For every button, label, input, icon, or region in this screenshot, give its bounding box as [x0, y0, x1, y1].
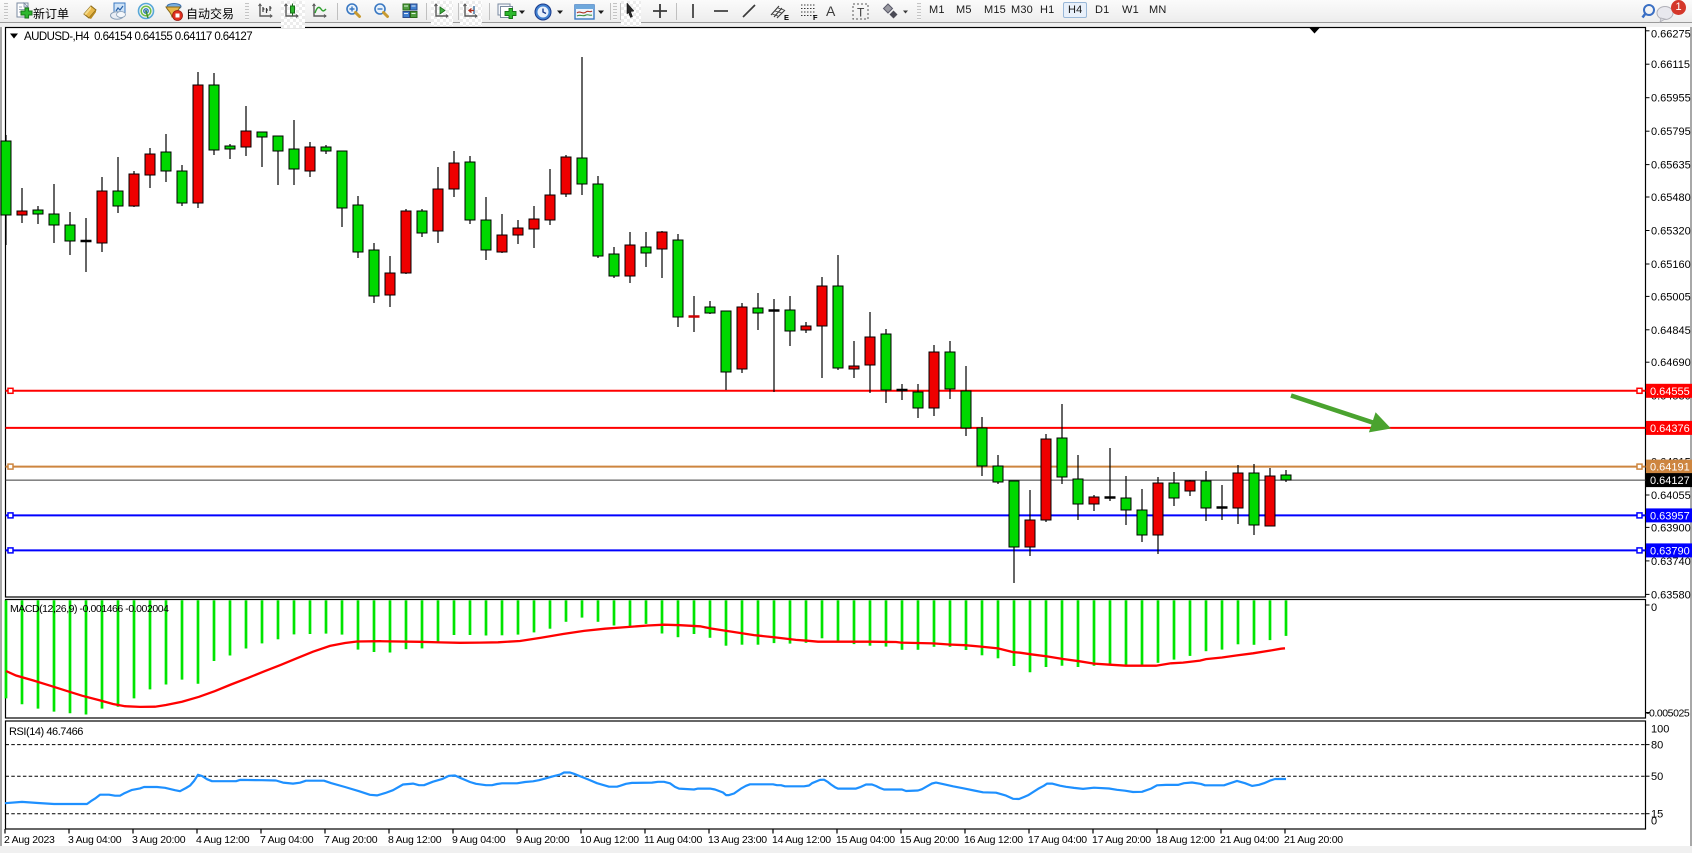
svg-text:0.64555: 0.64555 [1650, 386, 1690, 398]
svg-text:0.63740: 0.63740 [1651, 556, 1691, 568]
svg-text:0.65005: 0.65005 [1651, 291, 1691, 303]
svg-text:100: 100 [1651, 724, 1669, 736]
svg-text:E: E [784, 13, 789, 21]
svg-text:0.65955: 0.65955 [1651, 93, 1691, 105]
svg-text:21 Aug 20:00: 21 Aug 20:00 [1284, 834, 1343, 846]
svg-text:0.65635: 0.65635 [1651, 160, 1691, 172]
svg-text:13 Aug 23:00: 13 Aug 23:00 [708, 834, 767, 846]
svg-text:14 Aug 12:00: 14 Aug 12:00 [772, 834, 831, 846]
svg-text:MACD(12,26,9) -0.001466 -0.002: MACD(12,26,9) -0.001466 -0.002004 [10, 603, 169, 615]
svg-text:0.65480: 0.65480 [1651, 192, 1691, 204]
svg-text:0.65320: 0.65320 [1651, 226, 1691, 238]
svg-text:0: 0 [1651, 816, 1657, 828]
svg-text:15: 15 [1651, 809, 1663, 821]
svg-text:0: 0 [1651, 602, 1657, 614]
svg-text:2 Aug 2023: 2 Aug 2023 [4, 834, 55, 846]
svg-text:7 Aug 20:00: 7 Aug 20:00 [324, 834, 378, 846]
svg-text:F: F [813, 13, 818, 21]
svg-text:0.64055: 0.64055 [1651, 490, 1691, 502]
svg-text:0.64690: 0.64690 [1651, 357, 1691, 369]
svg-text:18 Aug 12:00: 18 Aug 12:00 [1156, 834, 1215, 846]
svg-text:16 Aug 12:00: 16 Aug 12:00 [964, 834, 1023, 846]
svg-text:17 Aug 04:00: 17 Aug 04:00 [1028, 834, 1087, 846]
svg-text:15 Aug 04:00: 15 Aug 04:00 [836, 834, 895, 846]
svg-text:17 Aug 20:00: 17 Aug 20:00 [1092, 834, 1151, 846]
svg-text:0.64845: 0.64845 [1651, 325, 1691, 337]
svg-text:9 Aug 20:00: 9 Aug 20:00 [516, 834, 570, 846]
svg-text:0.65795: 0.65795 [1651, 126, 1691, 138]
svg-text:11 Aug 04:00: 11 Aug 04:00 [644, 834, 703, 846]
svg-text:21 Aug 04:00: 21 Aug 04:00 [1220, 834, 1279, 846]
svg-text:T: T [857, 6, 865, 20]
svg-text:RSI(14) 46.7466: RSI(14) 46.7466 [9, 726, 83, 738]
svg-text:3 Aug 04:00: 3 Aug 04:00 [68, 834, 122, 846]
svg-text:-0.005025: -0.005025 [1646, 708, 1690, 720]
svg-text:0.64376: 0.64376 [1650, 423, 1690, 435]
svg-text:0.66115: 0.66115 [1651, 59, 1690, 71]
svg-text:4 Aug 12:00: 4 Aug 12:00 [196, 834, 250, 846]
svg-text:7 Aug 04:00: 7 Aug 04:00 [260, 834, 314, 846]
svg-text:3 Aug 20:00: 3 Aug 20:00 [132, 834, 186, 846]
svg-text:0.63790: 0.63790 [1650, 545, 1690, 557]
svg-text:50: 50 [1651, 771, 1663, 783]
svg-text:0.63580: 0.63580 [1651, 589, 1691, 601]
svg-text:0.63900: 0.63900 [1651, 522, 1691, 534]
svg-text:0.63957: 0.63957 [1650, 510, 1690, 522]
svg-text:0.66275: 0.66275 [1651, 29, 1691, 41]
svg-text:15 Aug 20:00: 15 Aug 20:00 [900, 834, 959, 846]
svg-text:0.65160: 0.65160 [1651, 259, 1691, 271]
svg-text:0.64127: 0.64127 [1650, 475, 1690, 487]
svg-text:9 Aug 04:00: 9 Aug 04:00 [452, 834, 506, 846]
svg-text:10 Aug 12:00: 10 Aug 12:00 [580, 834, 639, 846]
svg-text:80: 80 [1651, 740, 1663, 752]
svg-text:AUDUSD-,H4 0.64154 0.64155 0.: AUDUSD-,H4 0.64154 0.64155 0.64117 0.641… [24, 31, 252, 43]
svg-text:8 Aug 12:00: 8 Aug 12:00 [388, 834, 442, 846]
svg-text:0.64191: 0.64191 [1650, 462, 1690, 474]
